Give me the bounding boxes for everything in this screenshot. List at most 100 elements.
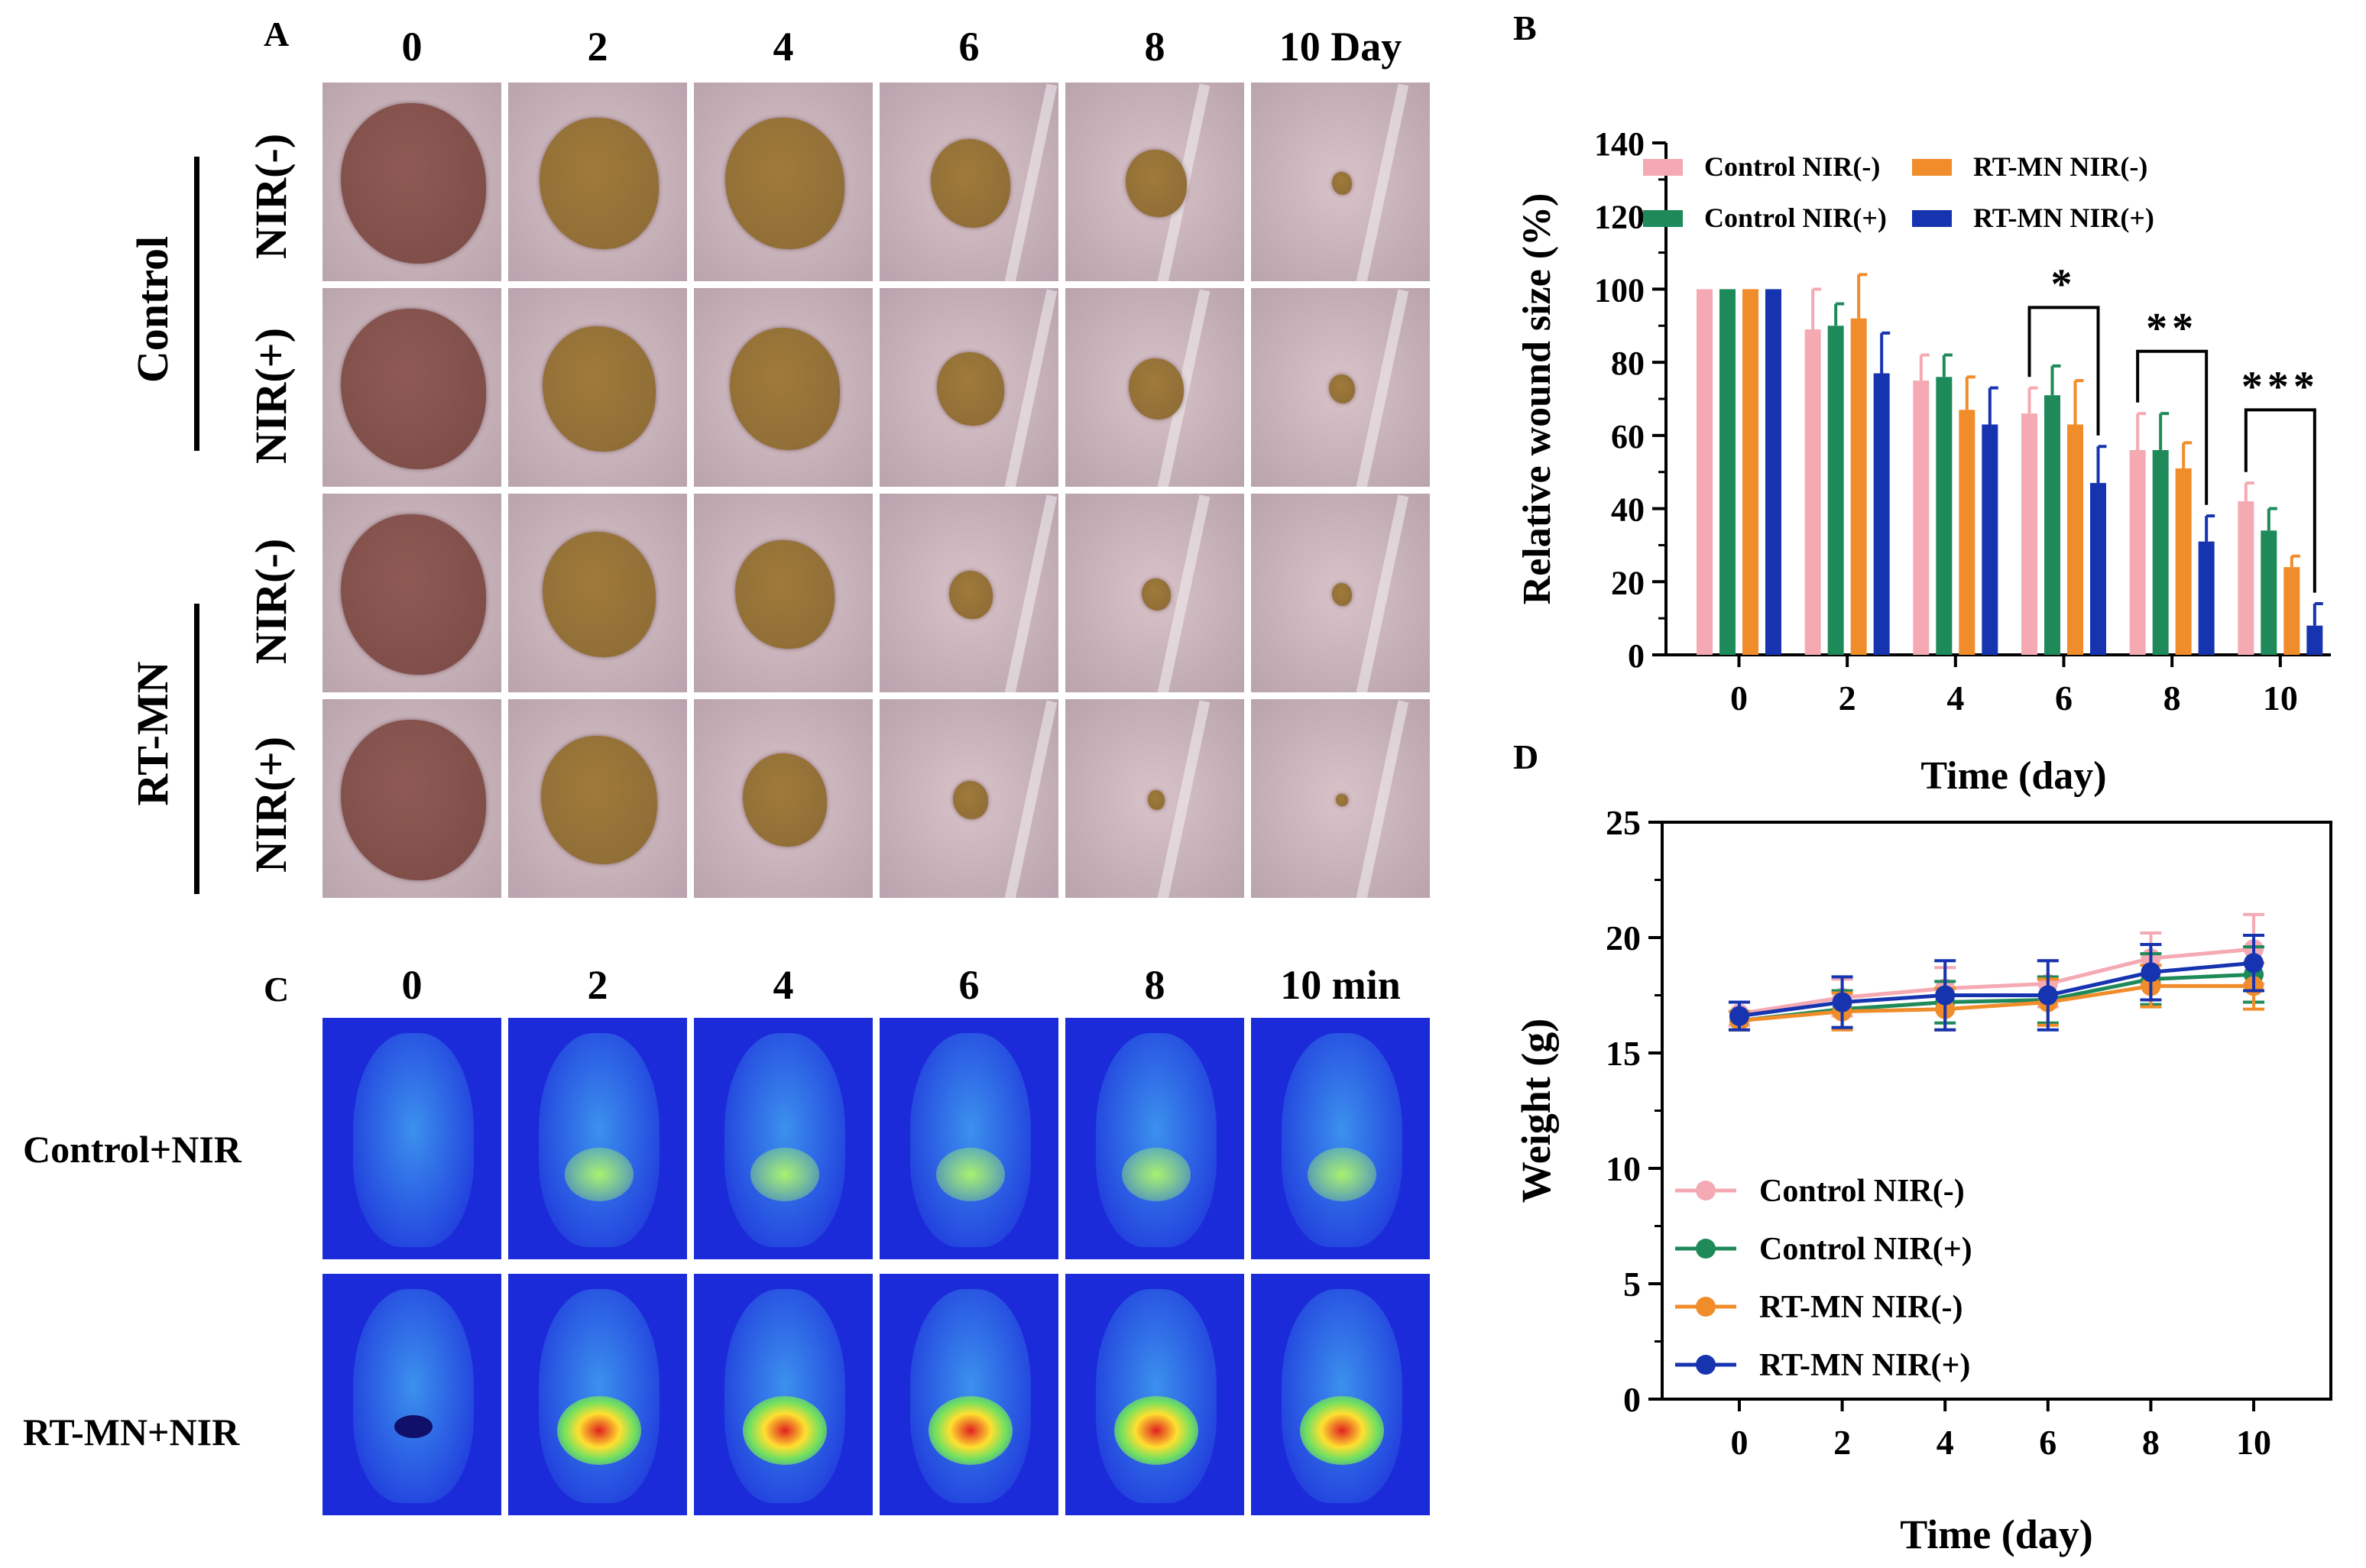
d-data-point — [2037, 985, 2058, 1006]
b-significance-bracket — [2136, 349, 2209, 505]
row-label-control-nir-plus: NIR(+) — [246, 327, 296, 464]
panel-c-time-label: 10 min — [1280, 962, 1401, 1008]
fur-streak — [1356, 289, 1409, 487]
b-bar — [2152, 450, 2169, 655]
heat-spot — [929, 1396, 1013, 1465]
d-legend-marker — [1696, 1297, 1716, 1317]
row-label-rtmn-nir-minus: NIR(-) — [246, 538, 296, 665]
d-legend-marker — [1696, 1355, 1716, 1375]
wound-photo — [321, 81, 503, 283]
wound-area — [542, 326, 656, 452]
d-legend-label: Control NIR(-) — [1759, 1174, 1965, 1209]
panel-c-time-label: 0 — [401, 962, 423, 1008]
wound-area — [948, 570, 993, 619]
wound-area — [1126, 149, 1187, 218]
wound-photo — [1064, 698, 1246, 899]
b-bar — [1936, 377, 1953, 655]
b-legend-label: RT-MN NIR(+) — [1973, 202, 2154, 233]
row-label-control-nir: Control+NIR — [23, 1128, 241, 1171]
d-data-point — [1832, 992, 1852, 1012]
fur-streak — [1004, 83, 1058, 281]
d-y-tick-label: 15 — [1606, 1034, 1641, 1073]
d-series-line — [1739, 961, 2254, 1019]
b-bar — [2306, 625, 2323, 655]
b-bar — [1742, 289, 1758, 655]
b-bar — [2238, 501, 2254, 655]
b-significance-bracket — [2244, 408, 2316, 593]
d-x-axis-title: Time (day) — [1900, 1511, 2093, 1557]
b-y-tick-label: 140 — [1594, 125, 1645, 163]
wound-area — [953, 780, 988, 820]
mouse-body — [353, 1033, 474, 1247]
b-bar — [2044, 395, 2060, 655]
d-data-point — [1729, 1006, 1749, 1026]
thermal-image — [1249, 1272, 1431, 1517]
d-x-tick-label: 0 — [1730, 1423, 1748, 1462]
b-y-tick-label: 120 — [1594, 199, 1645, 236]
b-x-tick-label: 4 — [1946, 679, 1964, 718]
b-legend-swatch — [1643, 159, 1683, 176]
heat-spot — [750, 1148, 819, 1201]
wound-photo — [321, 492, 503, 694]
b-legend-label: Control NIR(+) — [1704, 202, 1887, 233]
heat-spot — [1114, 1396, 1198, 1465]
fur-streak — [1356, 700, 1409, 898]
wound-area — [937, 352, 1004, 426]
heat-spot — [1308, 1148, 1376, 1201]
b-legend-label: Control NIR(-) — [1704, 151, 1880, 182]
mouse-body — [353, 1289, 474, 1503]
panel-a-day-label: 0 — [401, 24, 423, 70]
wound-photo — [321, 287, 503, 488]
wound-area — [725, 117, 844, 250]
wound-photo — [692, 287, 874, 488]
thermal-image — [507, 1016, 689, 1261]
d-x-tick-label: 4 — [1937, 1423, 1954, 1462]
group-bracket-rtmn — [194, 604, 199, 894]
wound-photo — [507, 698, 689, 899]
group-label-rtmn: RT-MN — [128, 661, 177, 806]
wound-area — [930, 139, 1011, 228]
panel-c-time-label: 4 — [773, 962, 794, 1008]
heat-spot — [936, 1148, 1005, 1201]
heat-spot — [743, 1396, 827, 1465]
b-bar — [2129, 450, 2146, 655]
b-bar — [1850, 318, 1867, 655]
heat-spot — [1300, 1396, 1384, 1465]
thermal-image — [1064, 1016, 1246, 1261]
wound-area — [341, 720, 486, 880]
b-x-tick-label: 10 — [2263, 679, 2298, 718]
d-x-tick-label: 6 — [2039, 1423, 2056, 1462]
b-bar — [1873, 373, 1890, 655]
panel-b-label: B — [1513, 8, 1537, 47]
b-bar — [2198, 541, 2215, 655]
wound-area — [341, 514, 486, 675]
wound-photo — [1064, 81, 1246, 283]
b-x-tick-label: 0 — [1730, 679, 1748, 718]
b-bar — [1827, 326, 1844, 655]
d-x-tick-label: 8 — [2142, 1423, 2160, 1462]
thermal-image — [1064, 1272, 1246, 1517]
d-y-tick-label: 25 — [1606, 803, 1641, 842]
wound-photo — [321, 698, 503, 899]
wound-area — [1328, 374, 1356, 403]
d-y-tick-label: 5 — [1623, 1265, 1641, 1304]
b-y-axis-title: Relative wound size (%) — [1515, 193, 1559, 605]
d-data-point — [2141, 962, 2161, 983]
wound-photo — [692, 81, 874, 283]
b-bar — [1959, 410, 1975, 655]
wound-photo — [1249, 287, 1431, 488]
mouse-body — [724, 1033, 845, 1247]
fur-streak — [1356, 494, 1409, 692]
d-x-tick-label: 2 — [1833, 1423, 1851, 1462]
b-legend-swatch — [1912, 159, 1952, 176]
wound-photo — [507, 492, 689, 694]
panel-c-label: C — [264, 970, 290, 1009]
d-data-point — [2244, 953, 2264, 974]
wound-photo — [878, 81, 1060, 283]
b-y-tick-label: 0 — [1628, 637, 1645, 675]
wound-photo — [507, 81, 689, 283]
b-bar — [2067, 424, 2083, 655]
wound-photo — [1064, 287, 1246, 488]
d-y-axis-title: Weight (g) — [1513, 1019, 1559, 1203]
